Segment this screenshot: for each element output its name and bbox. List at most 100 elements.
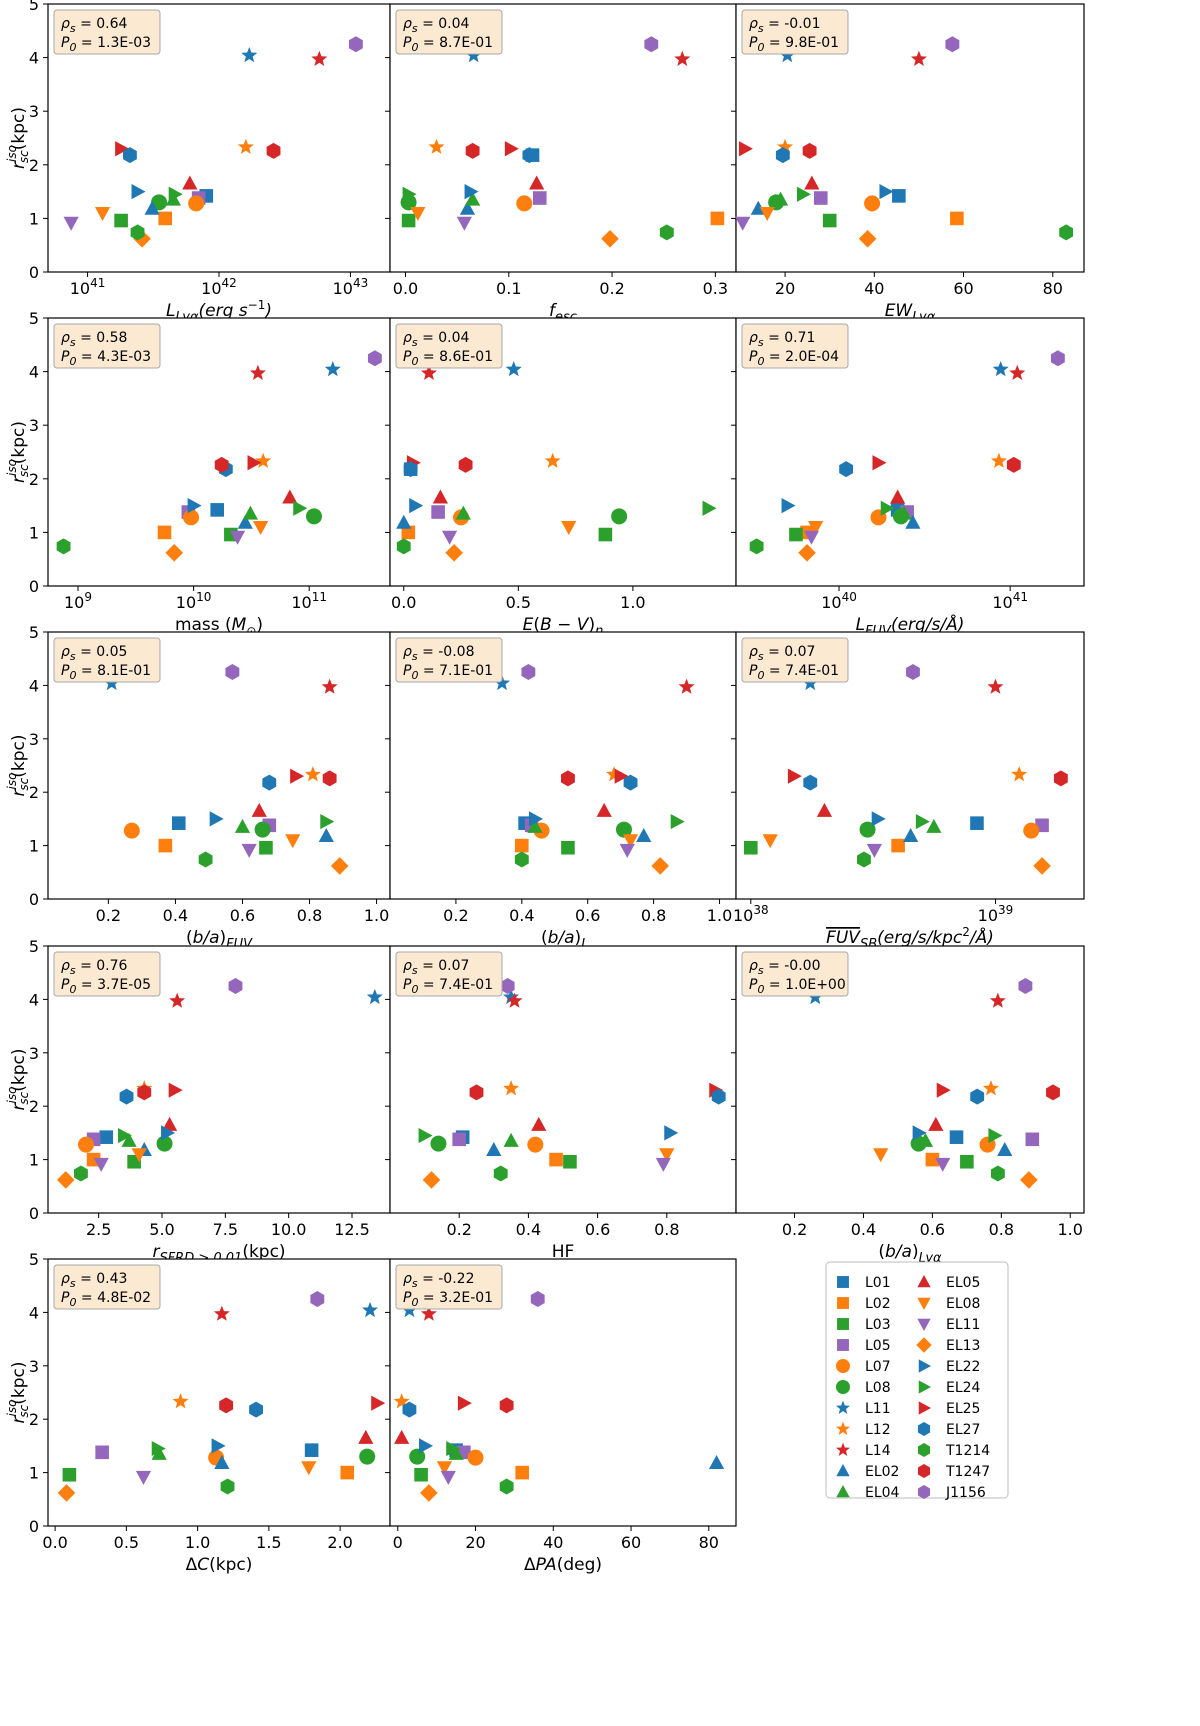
data-point-EL22	[409, 498, 424, 514]
data-point-EL11	[229, 530, 246, 545]
x-axis-label: mass (M⊙)	[175, 615, 263, 638]
x-tick-label: 1.0	[620, 593, 645, 612]
x-tick-label: 0	[393, 1533, 403, 1552]
y-tick-label: 0	[29, 1517, 39, 1536]
data-point-L11	[779, 47, 796, 63]
x-tick-label: 1041	[992, 590, 1028, 612]
data-point-T1214	[130, 224, 145, 241]
data-point-L14	[420, 364, 437, 381]
data-point-EL25	[504, 141, 519, 157]
data-point-T1214	[493, 1165, 508, 1182]
y-tick-label: 5	[29, 309, 39, 328]
spearman-rho: ρs = 0.43	[61, 1271, 127, 1290]
legend-label-EL27: EL27	[946, 1422, 980, 1438]
data-point-J1156	[530, 1291, 545, 1308]
data-point-EL08	[762, 834, 778, 849]
x-tick-label: 5.0	[149, 1220, 174, 1239]
data-point-L11	[494, 674, 511, 691]
data-point-J1156	[348, 36, 363, 53]
data-point-EL24	[402, 186, 417, 202]
y-tick-label: 3	[29, 416, 39, 435]
data-point-T1247	[458, 456, 473, 473]
x-tick-label: 2.5	[86, 1220, 111, 1239]
data-point-EL11	[735, 216, 751, 231]
data-point-L12	[393, 1393, 410, 1409]
legend-label-J1156: J1156	[945, 1485, 986, 1501]
data-point-EL05	[890, 489, 906, 504]
data-point-L07	[1023, 822, 1040, 839]
legend-marker-EL08	[917, 1297, 931, 1310]
data-point-T1247	[802, 142, 817, 159]
data-point-EL22	[528, 811, 543, 827]
p-value: P0 = 3.7E-05	[61, 977, 151, 996]
data-point-EL13	[798, 543, 816, 562]
data-point-EL04	[121, 1132, 137, 1147]
y-tick-label: 1	[29, 1464, 39, 1483]
x-tick-label: 1.5	[256, 1533, 281, 1552]
x-tick-label: 2.0	[327, 1533, 352, 1552]
x-tick-label: 20	[465, 1533, 485, 1552]
p-value: P0 = 4.8E-02	[61, 1290, 151, 1309]
p-value: P0 = 7.4E-01	[749, 663, 839, 682]
x-tick-label: 0.2	[446, 1220, 471, 1239]
data-point-EL11	[440, 1470, 456, 1485]
data-point-L02	[157, 525, 172, 540]
x-tick-label: 0.2	[443, 906, 468, 925]
data-point-J1156	[644, 36, 659, 53]
data-point-L01	[892, 189, 906, 203]
data-point-L14	[1009, 364, 1026, 381]
data-point-T1214	[749, 538, 764, 555]
data-point-EL04	[926, 818, 942, 833]
data-point-EL05	[531, 1116, 547, 1131]
data-point-L03	[401, 213, 416, 228]
legend-marker-L08	[836, 1380, 850, 1394]
p-value: P0 = 1.0E+00	[749, 977, 846, 996]
data-point-EL25	[614, 768, 629, 784]
data-point-L12	[777, 138, 794, 154]
data-point-EL02	[905, 514, 921, 529]
data-point-L12	[982, 1080, 999, 1096]
x-tick-label: 1039	[978, 903, 1014, 925]
data-point-EL08	[285, 834, 301, 849]
data-point-EL13	[56, 1171, 75, 1189]
data-point-L01	[949, 1130, 964, 1144]
data-point-EL08	[94, 207, 111, 222]
data-point-T1214	[1059, 224, 1074, 241]
data-point-T1247	[322, 770, 337, 787]
legend-marker-EL04	[836, 1485, 850, 1498]
x-tick-label: 0.2	[96, 906, 121, 925]
panel-1: 012345104110421043LLyα(erg s−1)risosc(kp…	[5, 0, 391, 325]
data-point-EL08	[301, 1461, 317, 1476]
data-point-EL24	[988, 1127, 1003, 1144]
data-point-L14	[674, 50, 691, 67]
legend-frame	[825, 1261, 1009, 1499]
legend-label-L14: L14	[865, 1443, 891, 1459]
data-point-EL05	[358, 1429, 374, 1444]
data-point-L05	[431, 505, 445, 519]
legend-label-EL04: EL04	[865, 1485, 900, 1501]
stats-box	[741, 9, 849, 55]
legend-marker-EL11	[917, 1318, 931, 1331]
data-point-EL25	[738, 141, 753, 157]
legend-marker-EL22	[918, 1359, 931, 1373]
data-point-L03	[561, 840, 575, 855]
data-point-L03	[114, 213, 128, 228]
data-point-EL02	[708, 1454, 725, 1469]
data-point-J1156	[500, 978, 515, 995]
data-point-EL22	[161, 1125, 176, 1141]
data-point-EL02	[636, 827, 652, 842]
data-point-L08	[430, 1135, 447, 1152]
legend: L01 L02 L03 L05 L07 L08 L11 L12 L14 EL02 EL04 EL05 E…	[825, 1261, 1009, 1501]
data-point-L08	[409, 1448, 426, 1465]
data-point-L07	[123, 822, 140, 839]
data-point-EL22	[209, 811, 224, 827]
data-point-EL02	[214, 1454, 230, 1469]
y-tick-label: 3	[29, 730, 39, 749]
spearman-rho: ρs = 0.05	[61, 644, 127, 663]
legend-label-EL24: EL24	[946, 1380, 981, 1396]
data-point-L02	[401, 525, 416, 540]
data-point-EL05	[251, 802, 267, 817]
data-point-T1247	[1053, 770, 1068, 787]
